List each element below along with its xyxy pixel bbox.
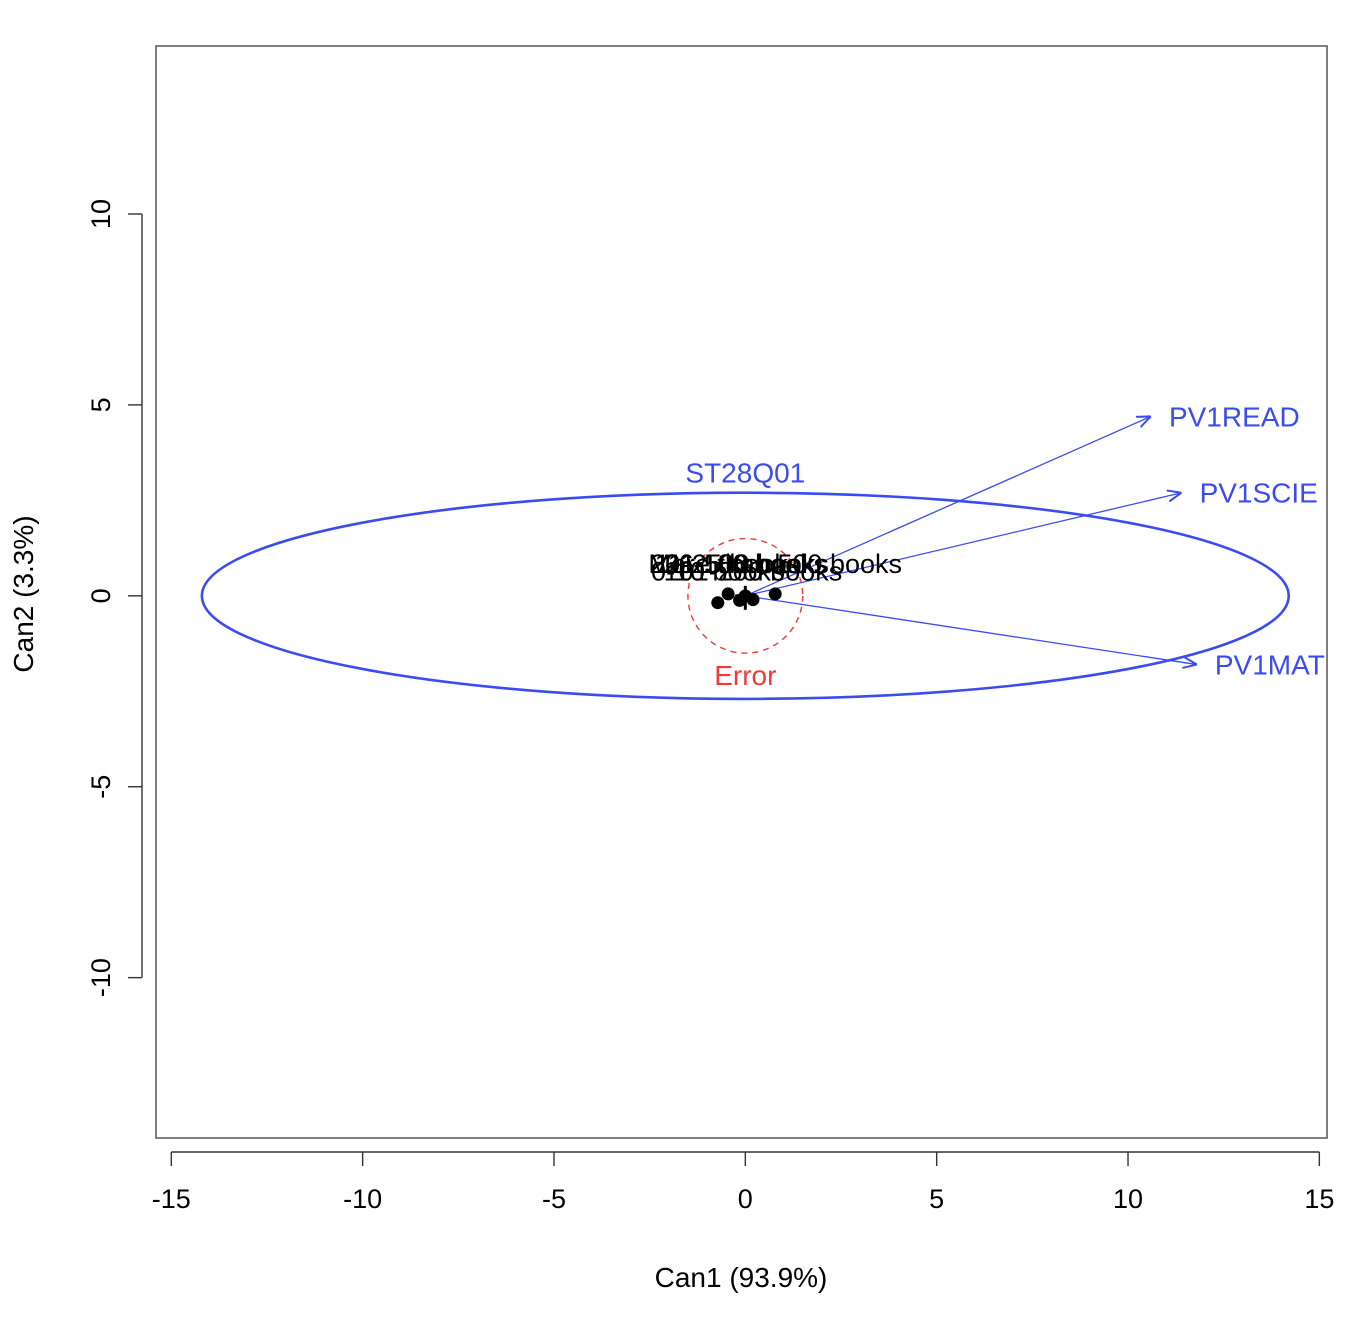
vector-label: PV1READ (1169, 401, 1300, 432)
vector-arrow (745, 595, 1197, 665)
y-tick-label: 10 (86, 199, 116, 229)
vector-arrow (745, 416, 1151, 597)
term-ellipse (200, 491, 1291, 701)
x-tick-label: 10 (1113, 1184, 1143, 1214)
plot-frame (155, 45, 1328, 1139)
x-tick-label: -10 (343, 1184, 382, 1214)
y-axis: -10 -5 0 5 10 (86, 199, 143, 997)
group-label: 101-200 books (664, 557, 843, 587)
vector-label: PV1MATH (1215, 650, 1345, 681)
x-tick-label: -15 (152, 1184, 191, 1214)
ellipses: ST28Q01 Error (200, 458, 1291, 701)
x-tick-label: 5 (929, 1184, 944, 1214)
group-label: 11-25 books (655, 549, 802, 579)
group-label: More than 500 books (648, 549, 902, 579)
term-ellipse-label: ST28Q01 (685, 458, 805, 489)
error-ellipse-label: Error (714, 660, 776, 691)
x-tick-label: -5 (542, 1184, 566, 1214)
y-tick-label: -5 (86, 775, 116, 799)
vector-arrow (745, 493, 1181, 597)
group-label: 201-500 books (650, 549, 829, 579)
y-tick-label: 5 (86, 397, 116, 412)
group-point (768, 587, 782, 601)
error-ellipse (687, 537, 804, 654)
y-tick-label: 0 (86, 588, 116, 603)
group-point (721, 587, 735, 601)
group-label: 0-10 books (651, 557, 785, 587)
y-tick-label: -10 (86, 958, 116, 997)
vector-label: PV1SCIE (1200, 478, 1318, 509)
x-axis: -15 -10 -5 0 5 10 15 (152, 1151, 1334, 1214)
group-point (711, 596, 725, 610)
group-label: 26-100 books (664, 549, 828, 579)
vectors: PV1READ PV1SCIE PV1MATH (745, 401, 1345, 681)
x-axis-title: Can1 (93.9%) (655, 1262, 828, 1293)
x-tick-label: 0 (738, 1184, 753, 1214)
x-tick-label: 15 (1304, 1184, 1334, 1214)
y-axis-title: Can2 (3.3%) (8, 515, 39, 672)
plot-area: ST28Q01 Error PV1READ PV1SCIE PV1MATH More … (200, 401, 1345, 701)
